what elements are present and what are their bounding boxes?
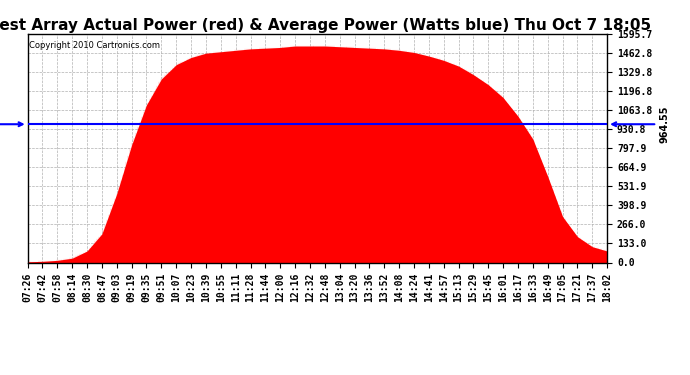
Text: 964.55: 964.55 <box>0 105 23 143</box>
Text: 964.55: 964.55 <box>612 105 670 143</box>
Title: West Array Actual Power (red) & Average Power (Watts blue) Thu Oct 7 18:05: West Array Actual Power (red) & Average … <box>0 18 651 33</box>
Text: Copyright 2010 Cartronics.com: Copyright 2010 Cartronics.com <box>29 40 160 50</box>
